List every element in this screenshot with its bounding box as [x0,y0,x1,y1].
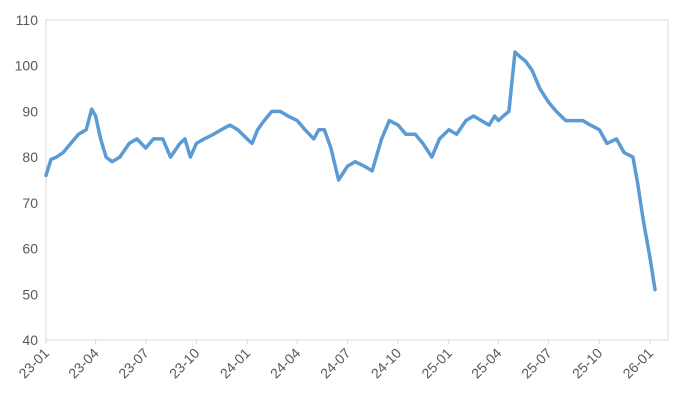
plot-frame [45,19,669,341]
x-tick-label: 24-07 [317,345,354,382]
x-tick-label: 24-10 [368,345,405,382]
y-axis: 40 50 60 70 80 90 100 110 [15,12,39,348]
y-tick-label: 40 [22,332,38,348]
y-tick-label: 110 [16,12,39,28]
y-tick-label: 100 [15,58,39,74]
x-tick-label: 25-10 [569,345,606,382]
x-tick-label: 25-04 [468,345,505,382]
x-tick-label: 26-01 [619,345,656,382]
x-tick-label: 23-04 [65,345,102,382]
x-tick-label: 23-10 [166,345,203,382]
y-tick-label: 70 [22,195,38,211]
x-axis: 23-01 23-04 23-07 23-10 24-01 24-04 24-07 24-10… [15,340,656,381]
y-tick-label: 50 [22,286,38,302]
x-tick-label: 24-04 [267,345,304,382]
y-tick-label: 80 [22,149,38,165]
series-group [44,50,657,292]
y-tick-label: 90 [22,103,38,119]
y-tick-label: 60 [22,241,38,257]
x-tick-label: 25-07 [518,345,555,382]
x-tick-label: 24-01 [217,345,254,382]
x-tick-label: 23-01 [15,345,52,382]
series-line-0 [44,50,657,292]
x-tick-label: 25-01 [418,345,455,382]
x-tick-label: 23-07 [115,345,152,382]
